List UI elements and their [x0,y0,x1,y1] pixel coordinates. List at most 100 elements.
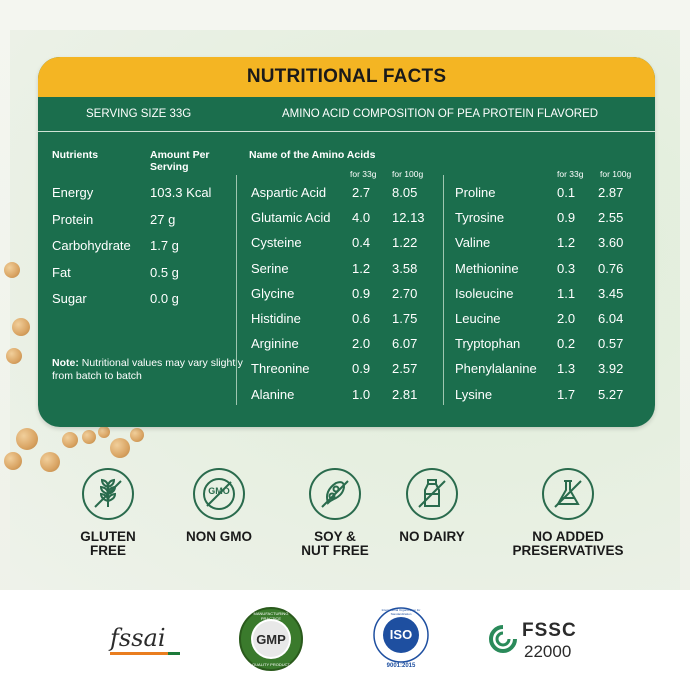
gmo-icon: GMO [193,468,245,520]
amino-value-100g: 1.22 [392,235,418,251]
gmp-logo: GMP MANUFACTURING PRACTICE QUALITY PRODU… [238,606,304,672]
nutrient-name: Energy [52,185,94,200]
amino-value-33g: 2.7 [352,185,371,200]
badge-gluten-free: GLUTEN FREE [63,468,153,558]
serving-size: SERVING SIZE 33G [86,108,192,120]
right-col-100-header: for 100g [600,169,632,179]
badge-label: SOY & NUT FREE [301,529,369,558]
amino-value-100g: 3.92 [598,361,624,377]
amino-name: Valine [455,235,491,251]
amino-name: Serine [251,260,289,276]
amino-value-33g: 0.3 [557,260,576,276]
amino-value-100g: 3.58 [392,260,418,276]
badge-label: GLUTEN FREE [80,529,136,558]
amino-name: Glycine [251,285,295,301]
column-divider-right [443,175,444,405]
amino-value-33g: 0.1 [557,185,576,200]
column-divider-left [236,175,237,405]
nutrient-name: Carbohydrate [52,238,131,253]
amino-value-33g: 0.9 [352,361,371,377]
amino-name: Isoleucine [455,285,514,301]
card-header [38,57,655,97]
amino-value-33g: 1.1 [557,285,576,301]
nutrient-value: 103.3 Kcal [150,185,212,200]
amino-value-33g: 0.9 [352,285,371,301]
amino-value-33g: 1.3 [557,361,576,377]
amino-name: Arginine [251,336,299,352]
amino-name: Lysine [455,386,493,402]
amino-value-100g: 2.55 [598,210,624,226]
amino-name: Histidine [251,311,301,326]
amino-value-100g: 5.27 [598,386,624,402]
amino-value-33g: 1.2 [352,260,371,276]
amino-name: Phenylalanine [455,361,537,377]
amino-value-100g: 6.07 [392,336,418,352]
amino-name: Glutamic Acid [251,210,331,226]
amino-title: AMINO ACID COMPOSITION OF PEA PROTEIN FL… [282,108,599,120]
amino-name: Methionine [455,260,519,276]
amino-name: Alanine [251,386,295,402]
certification-band [0,590,690,700]
amino-value-33g: 1.0 [352,386,371,402]
badge-soy-nut-free: SOY & NUT FREE [290,468,380,558]
amino-value-33g: 1.7 [557,386,576,402]
amino-value-100g: 2.57 [392,361,418,377]
wheat-icon [82,468,134,520]
nutrient-value: 0.5 g [150,264,179,280]
amino-value-100g: 2.87 [598,185,624,200]
note: Note: Nutritional values may vary slight… [52,357,243,382]
amino-value-100g: 0.76 [598,260,624,276]
amino-value-33g: 0.6 [352,311,371,326]
amino-value-100g: 2.70 [392,285,418,301]
badge-label: NO DAIRY [399,529,465,544]
fssc-logo: FSSC 22000 [488,620,598,664]
amino-value-33g: 1.2 [557,235,576,251]
amino-value-33g: 0.4 [352,235,371,251]
amino-value-100g: 2.81 [392,386,418,402]
amino-value-100g: 3.45 [598,285,624,301]
nutrient-value: 27 g [150,211,176,227]
soy-icon [309,468,361,520]
amino-value-100g: 6.04 [598,311,624,326]
left-col-33-header: for 33g [350,169,377,179]
nutrient-value: 0.0 g [150,291,179,306]
amino-name: Proline [455,185,496,200]
badge-non-gmo: GMO NON GMO [174,468,264,544]
amino-name: Tryptophan [455,336,521,352]
badge-label: NON GMO [186,529,252,544]
amino-header: Name of the Amino Acids [249,149,376,161]
amino-value-100g: 1.75 [392,311,418,326]
left-col-100-header: for 100g [392,169,424,179]
amino-value-33g: 0.2 [557,336,576,352]
amino-value-33g: 2.0 [352,336,371,352]
amino-name: Cysteine [251,235,302,251]
nutrient-name: Protein [52,211,94,227]
card-title: NUTRITIONAL FACTS [246,66,447,87]
amino-value-33g: 0.9 [557,210,576,226]
amino-value-33g: 2.0 [557,311,576,326]
nutrition-card: NUTRITIONAL FACTS SERVING SIZE 33G AMINO… [38,57,655,427]
amino-value-33g: 4.0 [352,210,371,226]
badge-no-dairy: NO DAIRY [387,468,477,544]
fssai-logo: fssai [110,620,190,660]
amino-value-100g: 0.57 [598,336,624,352]
badge-label: NO ADDED PRESERVATIVES [512,529,624,558]
amino-name: Threonine [251,361,310,377]
flask-icon [542,468,594,520]
milk-bottle-icon [406,468,458,520]
nutrient-value: 1.7 g [150,238,179,253]
amount-header: Amount Per Serving [150,149,210,173]
iso-logo: ISO International Organization for Stand… [372,606,430,672]
amino-name: Leucine [455,311,501,326]
amino-value-100g: 3.60 [598,235,624,251]
nutrient-name: Fat [52,264,71,280]
badge-no-preservatives: NO ADDED PRESERVATIVES [498,468,638,558]
amino-value-100g: 12.13 [392,210,425,226]
right-col-33-header: for 33g [557,169,584,179]
divider [38,131,655,132]
amino-value-100g: 8.05 [392,185,418,200]
nutrients-header: Nutrients [52,149,99,161]
amino-name: Aspartic Acid [251,185,327,200]
amino-name: Tyrosine [455,210,505,226]
nutrient-name: Sugar [52,291,87,306]
